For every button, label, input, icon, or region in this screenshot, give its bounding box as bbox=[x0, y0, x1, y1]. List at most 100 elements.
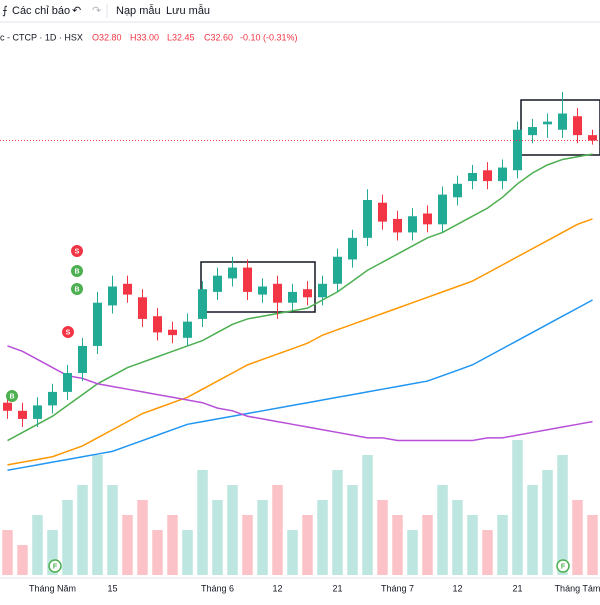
candle-body bbox=[528, 127, 537, 136]
candle-body bbox=[408, 216, 417, 233]
x-tick-label: Tháng Tám bbox=[555, 583, 600, 593]
candle-body bbox=[513, 129, 522, 171]
volume-bar bbox=[227, 485, 238, 575]
candle-body bbox=[63, 372, 72, 392]
volume-bar bbox=[467, 515, 478, 575]
candle-body bbox=[258, 286, 267, 295]
candle-body bbox=[168, 329, 177, 336]
close-label: C32.60 bbox=[204, 32, 233, 42]
volume-bar bbox=[17, 545, 28, 575]
volume-bar bbox=[407, 530, 418, 575]
volume-bar bbox=[32, 515, 43, 575]
candle-body bbox=[423, 213, 432, 225]
volume-bar bbox=[107, 485, 118, 575]
signal-label: S bbox=[75, 248, 80, 255]
drawn-box bbox=[520, 99, 600, 156]
volume-bar bbox=[497, 515, 508, 575]
x-tick-label: 12 bbox=[452, 583, 462, 593]
symbol-label: c - CTCP · 1D · HSX bbox=[0, 32, 83, 42]
moving-average-line bbox=[7, 345, 593, 442]
volume-bar bbox=[347, 485, 358, 575]
candle-body bbox=[123, 283, 132, 295]
toolbar bbox=[0, 0, 600, 22]
candle-body bbox=[393, 218, 402, 233]
volume-bar bbox=[392, 515, 403, 575]
candle-body bbox=[153, 316, 162, 333]
x-tick-label: 15 bbox=[107, 583, 117, 593]
open-label: O32.80 bbox=[92, 32, 122, 42]
x-tick-label: 12 bbox=[272, 583, 282, 593]
volume-bar bbox=[2, 530, 13, 575]
volume-bar bbox=[212, 500, 223, 575]
candle-body bbox=[138, 297, 147, 319]
volume-bar bbox=[152, 530, 163, 575]
signal-label: B bbox=[74, 268, 79, 275]
redo-button[interactable]: ↷ bbox=[92, 5, 101, 17]
candle-body bbox=[453, 183, 462, 198]
moving-average-line bbox=[7, 218, 593, 466]
candle-body bbox=[558, 113, 567, 130]
volume-bar bbox=[587, 515, 598, 575]
candle-body bbox=[273, 283, 282, 303]
low-label: L32.45 bbox=[167, 32, 195, 42]
candle-body bbox=[228, 267, 237, 279]
signal-label: S bbox=[66, 329, 71, 336]
volume-bar bbox=[62, 500, 73, 575]
signal-marker bbox=[71, 245, 83, 257]
drawn-box bbox=[200, 261, 316, 313]
volume-bar bbox=[332, 470, 343, 575]
volume-bar bbox=[317, 500, 328, 575]
signal-label: F bbox=[53, 563, 58, 570]
load-template-button[interactable]: Nạp mẫu bbox=[116, 4, 161, 17]
signal-marker bbox=[556, 559, 570, 573]
volume-bar bbox=[77, 485, 88, 575]
signal-marker bbox=[6, 390, 18, 402]
candle-body bbox=[438, 194, 447, 225]
candle-body bbox=[378, 202, 387, 222]
candle-body bbox=[333, 256, 342, 284]
candle-body bbox=[483, 170, 492, 182]
volume-bar bbox=[527, 485, 538, 575]
save-template-button[interactable]: Lưu mẫu bbox=[166, 4, 210, 17]
candle-body bbox=[183, 321, 192, 338]
candle-body bbox=[468, 172, 477, 182]
indicator-icon[interactable]: ⨍ bbox=[2, 5, 8, 17]
volume-bar bbox=[572, 500, 583, 575]
signal-marker bbox=[48, 559, 62, 573]
candle-body bbox=[498, 167, 507, 182]
volume-bar bbox=[182, 530, 193, 575]
candle-body bbox=[288, 291, 297, 303]
volume-bar bbox=[287, 530, 298, 575]
candle-body bbox=[33, 405, 42, 419]
signal-marker bbox=[71, 265, 83, 277]
x-tick-label: 21 bbox=[332, 583, 342, 593]
undo-button[interactable]: ↶ bbox=[72, 5, 81, 17]
volume-bar bbox=[47, 530, 58, 575]
indicators-button[interactable]: Các chỉ báo bbox=[12, 5, 70, 17]
candle-body bbox=[78, 345, 87, 373]
volume-bar bbox=[542, 470, 553, 575]
candle-body bbox=[573, 116, 582, 136]
candle-body bbox=[318, 283, 327, 298]
volume-bar bbox=[512, 440, 523, 575]
candle-body bbox=[348, 237, 357, 260]
change-label: -0.10 (-0.31%) bbox=[240, 32, 298, 42]
candle-body bbox=[198, 289, 207, 319]
volume-bar bbox=[377, 500, 388, 575]
candle-body bbox=[213, 275, 222, 292]
high-label: H33.00 bbox=[130, 32, 159, 42]
candle-body bbox=[363, 200, 372, 238]
volume-bar bbox=[452, 500, 463, 575]
volume-bar bbox=[137, 500, 148, 575]
volume-bar bbox=[197, 470, 208, 575]
volume-bar bbox=[437, 485, 448, 575]
candle-body bbox=[18, 410, 27, 419]
signal-marker bbox=[71, 283, 83, 295]
candle-body bbox=[3, 402, 12, 411]
signal-label: F bbox=[561, 563, 566, 570]
volume-bar bbox=[362, 455, 373, 575]
moving-average-line bbox=[7, 153, 593, 442]
x-tick-label: Tháng 6 bbox=[201, 583, 234, 593]
volume-bar bbox=[92, 455, 103, 575]
